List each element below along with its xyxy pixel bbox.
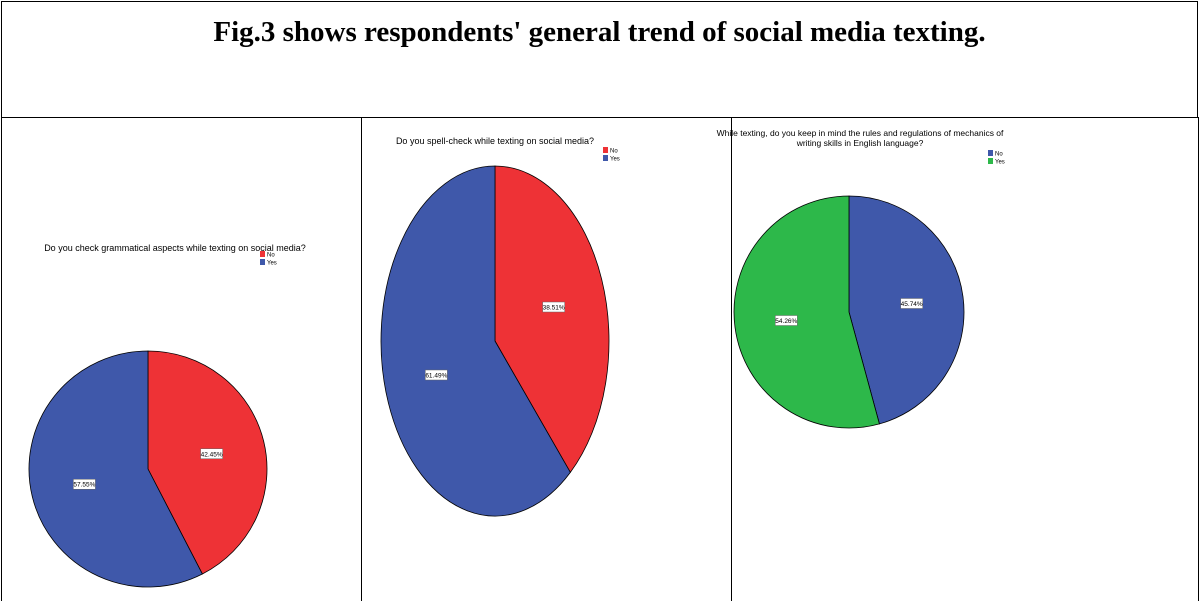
pie-slice-yes (380, 165, 571, 517)
chart-title: Do you check grammatical aspects while t… (44, 243, 306, 253)
pie-slice-no (494, 165, 610, 474)
title-cell: Fig.3 shows respondents' general trend o… (1, 1, 1198, 118)
data-label-box (775, 315, 798, 326)
chart-cell-grammar: Do you check grammatical aspects while t… (1, 117, 362, 601)
legend-swatch (988, 158, 993, 164)
data-label-box (200, 448, 223, 460)
chart-cell-spellcheck: Do you spell-check while texting on soci… (361, 117, 731, 601)
pie-chart-spellcheck: Do you spell-check while texting on soci… (380, 136, 620, 517)
pie-slice-yes (733, 195, 880, 429)
pie-slice-no (147, 350, 268, 575)
data-label-box (425, 369, 448, 381)
legend-label: No (610, 149, 618, 155)
legend-swatch (603, 147, 608, 153)
data-label-box (542, 301, 565, 313)
legend-label: Yes (267, 261, 277, 267)
legend-swatch (988, 150, 993, 156)
legend-label: No (995, 152, 1003, 158)
pie-chart-mechanics: While texting, do you keep in mind the r… (717, 128, 1005, 429)
pie-slice-no (848, 195, 965, 425)
pie-slice-yes (28, 350, 203, 588)
legend-label: Yes (995, 160, 1005, 166)
figure-caption: Fig.3 shows respondents' general trend o… (213, 16, 986, 48)
data-label: 54.26% (775, 318, 797, 325)
legend-swatch (260, 251, 265, 257)
chart-cell-mechanics: While texting, do you keep in mind the r… (717, 117, 1199, 601)
data-label: 38.51% (543, 305, 565, 312)
data-label: 57.55% (73, 482, 95, 489)
data-label: 45.74% (901, 301, 923, 308)
data-label-box (73, 478, 96, 490)
legend-label: No (267, 253, 275, 259)
pie-chart-grammar: Do you check grammatical aspects while t… (28, 243, 306, 588)
data-label-box (900, 298, 923, 309)
data-label: 42.45% (201, 451, 223, 458)
legend-swatch (603, 155, 608, 161)
legend-label: Yes (610, 157, 620, 163)
chart-title: writing skills in English language? (796, 138, 924, 148)
legend-swatch (260, 259, 265, 265)
chart-title: Do you spell-check while texting on soci… (396, 136, 594, 146)
chart-title: While texting, do you keep in mind the r… (717, 128, 1004, 138)
data-label: 61.49% (425, 372, 447, 379)
